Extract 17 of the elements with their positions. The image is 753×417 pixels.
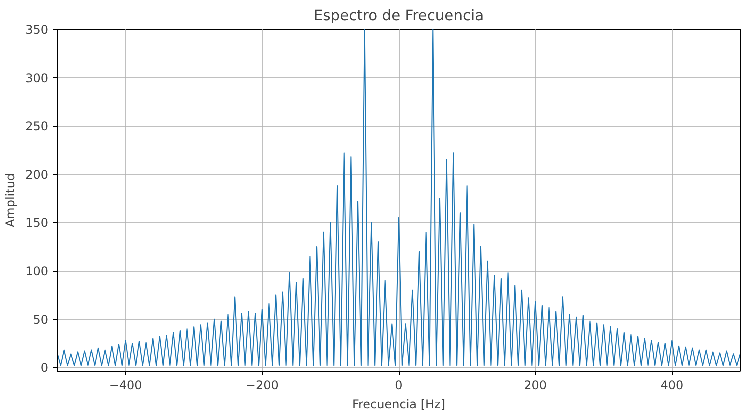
y-tick-label: 150: [26, 216, 48, 230]
x-tick-label: 200: [524, 378, 548, 392]
x-tick-label: 0: [395, 378, 403, 392]
x-tick-label: −400: [109, 378, 142, 392]
y-tick-label: 0: [40, 361, 49, 376]
y-tick-label: 200: [26, 168, 48, 182]
chart-title: Espectro de Frecuencia: [314, 8, 484, 24]
line-series: [58, 30, 740, 366]
y-tick-label: 50: [33, 312, 49, 327]
y-tick-label: 250: [26, 120, 48, 134]
x-axis-title: Frecuencia [Hz]: [352, 398, 446, 412]
x-tick-label: 400: [660, 378, 684, 392]
y-tick-label: 100: [26, 264, 48, 279]
y-tick-label: 300: [26, 71, 48, 86]
y-axis-title: Amplitud: [4, 173, 18, 228]
y-tick-label: 350: [26, 23, 48, 37]
x-tick-label: −200: [246, 378, 279, 392]
